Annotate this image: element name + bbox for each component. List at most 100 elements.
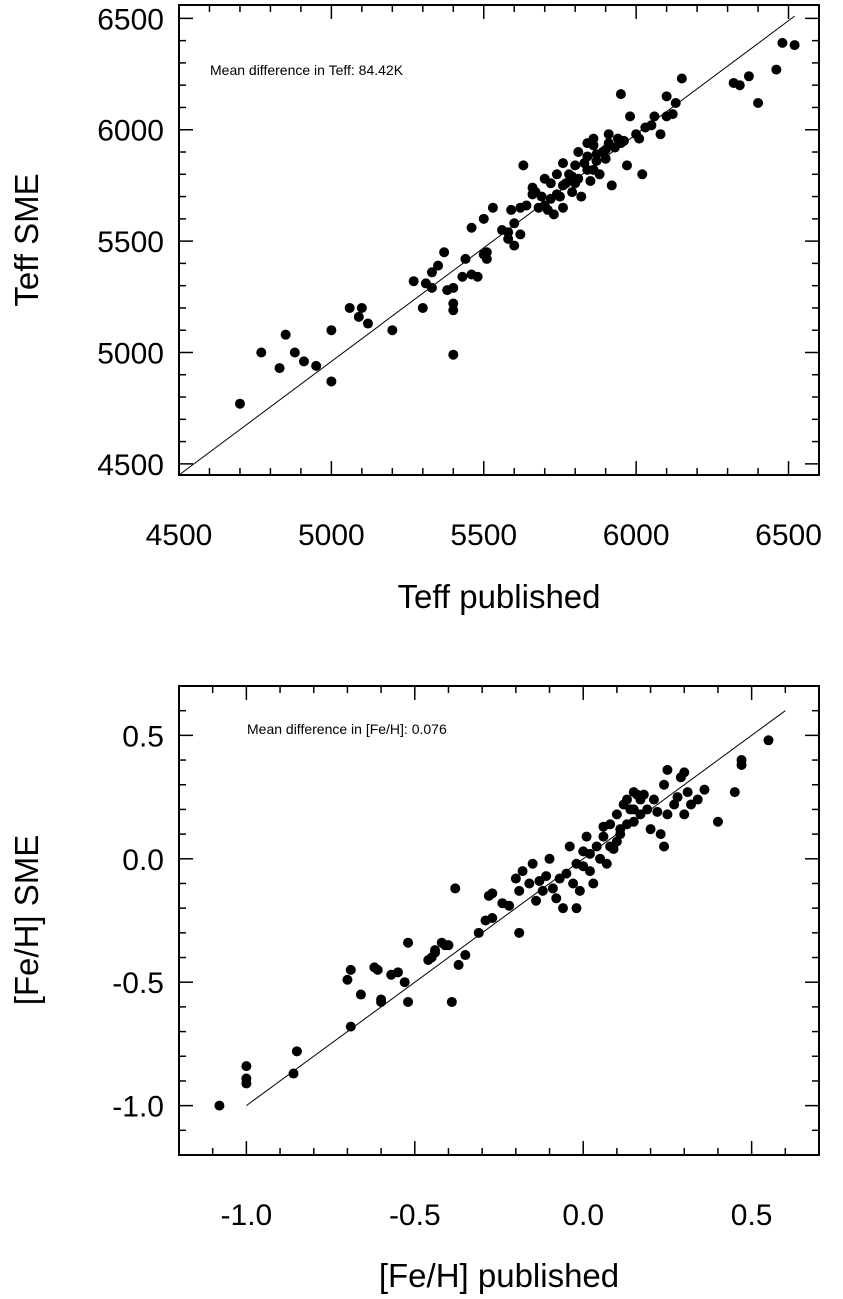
data-point bbox=[515, 229, 526, 240]
x-tick-label: 6000 bbox=[603, 519, 670, 552]
y-tick-label: -0.5 bbox=[112, 967, 164, 1000]
data-point bbox=[763, 735, 774, 746]
data-point bbox=[605, 841, 616, 852]
data-point bbox=[443, 940, 454, 951]
data-point bbox=[376, 994, 387, 1005]
data-point bbox=[355, 989, 366, 1000]
data-point bbox=[298, 356, 309, 367]
data-point bbox=[682, 787, 693, 798]
data-point bbox=[403, 937, 414, 948]
data-point bbox=[581, 831, 592, 842]
y-axis-label: [Fe/H] SME bbox=[8, 835, 45, 1006]
x-tick-label: 5500 bbox=[450, 519, 517, 552]
data-point bbox=[504, 900, 515, 911]
data-point bbox=[584, 848, 595, 859]
y-tick-label: 6000 bbox=[97, 115, 164, 148]
data-point bbox=[453, 959, 464, 970]
y-tick-label: 5000 bbox=[97, 337, 164, 370]
data-point bbox=[571, 903, 582, 914]
data-point bbox=[311, 360, 322, 371]
data-point bbox=[509, 240, 520, 251]
data-point bbox=[679, 767, 690, 778]
data-point bbox=[234, 398, 245, 409]
data-point bbox=[585, 175, 596, 186]
data-point bbox=[487, 202, 498, 213]
data-point bbox=[584, 866, 595, 877]
one-to-one-line bbox=[246, 710, 786, 1107]
data-point bbox=[345, 964, 356, 975]
data-point bbox=[591, 841, 602, 852]
data-point bbox=[506, 204, 517, 215]
one-to-one-line bbox=[178, 15, 795, 476]
x-tick-label: 4500 bbox=[146, 519, 213, 552]
data-point bbox=[649, 111, 660, 122]
data-point bbox=[531, 895, 542, 906]
y-axis-label: Teff SME bbox=[8, 173, 45, 306]
data-point bbox=[558, 158, 568, 169]
data-point bbox=[372, 964, 383, 975]
data-point bbox=[655, 129, 666, 140]
data-point bbox=[342, 974, 353, 985]
data-point bbox=[567, 187, 578, 198]
data-point bbox=[574, 885, 585, 896]
data-point bbox=[662, 764, 673, 775]
data-point bbox=[625, 111, 636, 122]
data-point bbox=[326, 325, 337, 336]
data-point bbox=[628, 816, 639, 827]
data-point bbox=[600, 144, 611, 155]
data-point bbox=[326, 376, 337, 387]
data-point bbox=[457, 271, 468, 282]
data-point bbox=[645, 824, 656, 835]
data-point bbox=[472, 271, 483, 282]
data-point bbox=[554, 191, 565, 202]
x-tick-label: 0.0 bbox=[562, 1199, 604, 1232]
data-point bbox=[280, 329, 291, 340]
data-point bbox=[274, 363, 285, 374]
data-point bbox=[399, 977, 410, 988]
data-point bbox=[448, 305, 459, 316]
data-point bbox=[672, 792, 683, 803]
data-point bbox=[353, 311, 364, 322]
y-tick-label: 0.5 bbox=[122, 720, 164, 753]
data-point bbox=[692, 794, 703, 805]
data-point bbox=[622, 794, 632, 805]
data-point bbox=[481, 247, 492, 258]
data-point bbox=[545, 193, 556, 204]
data-point bbox=[743, 71, 754, 82]
data-point bbox=[430, 945, 440, 956]
data-point bbox=[518, 160, 529, 171]
y-tick-label: 0.0 bbox=[122, 844, 164, 877]
data-point bbox=[753, 98, 764, 109]
data-point bbox=[662, 809, 673, 820]
data-point bbox=[503, 227, 514, 238]
data-point bbox=[537, 885, 548, 896]
mean-difference-annotation: Mean difference in [Fe/H]: 0.076 bbox=[247, 721, 447, 737]
data-point bbox=[655, 829, 666, 840]
data-point bbox=[667, 109, 678, 120]
data-point bbox=[288, 1068, 299, 1079]
data-point bbox=[598, 831, 609, 842]
data-point bbox=[576, 191, 587, 202]
data-point bbox=[426, 267, 437, 278]
data-point bbox=[646, 120, 657, 131]
data-point bbox=[448, 349, 459, 360]
data-point bbox=[558, 903, 568, 914]
data-point bbox=[659, 841, 670, 852]
data-point bbox=[547, 883, 558, 894]
data-point bbox=[426, 282, 437, 293]
data-point bbox=[588, 164, 599, 175]
y-tick-label: 6500 bbox=[97, 3, 164, 36]
data-point bbox=[362, 318, 373, 329]
data-point bbox=[598, 821, 609, 832]
data-point bbox=[387, 325, 398, 336]
data-point bbox=[551, 169, 562, 180]
data-point bbox=[524, 878, 535, 889]
data-point bbox=[558, 180, 568, 191]
mean-difference-annotation: Mean difference in Teff: 84.42K bbox=[210, 62, 404, 78]
data-point bbox=[588, 878, 599, 889]
data-point bbox=[648, 794, 659, 805]
data-point bbox=[615, 138, 626, 149]
data-point bbox=[622, 160, 632, 171]
data-point bbox=[433, 260, 444, 271]
x-tick-label: 5000 bbox=[298, 519, 365, 552]
